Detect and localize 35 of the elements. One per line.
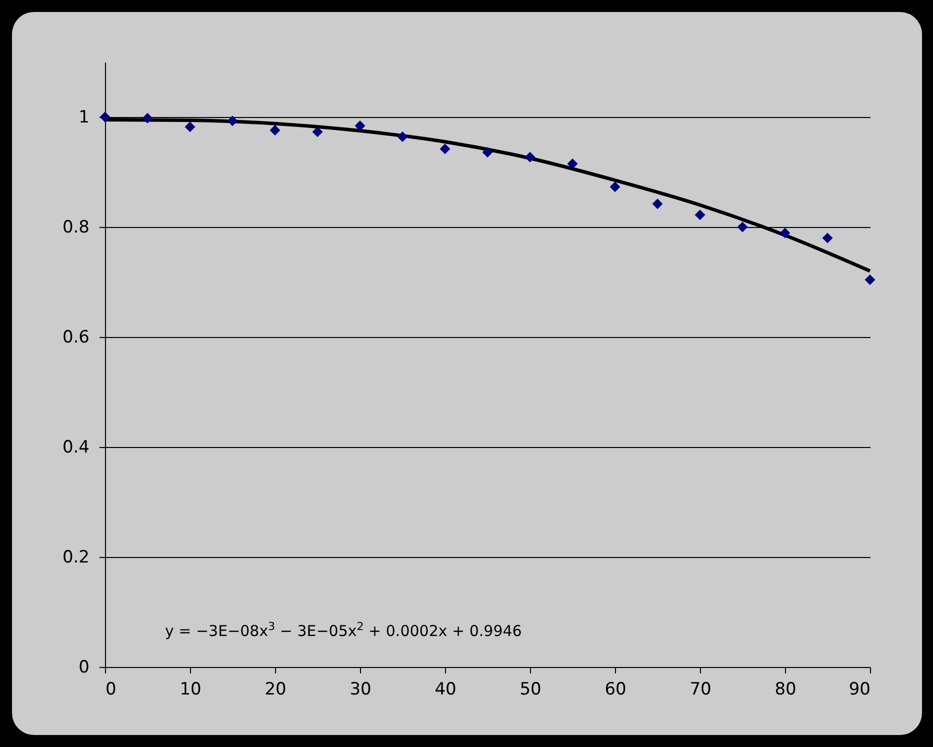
x-tick-label: 20 xyxy=(264,680,286,700)
point xyxy=(694,210,706,220)
point xyxy=(270,124,280,136)
point xyxy=(737,222,748,232)
x-tick-label: 90 xyxy=(848,680,870,700)
y-tick-label: 0.6 xyxy=(62,328,90,348)
point xyxy=(184,122,196,132)
x-tick-label: 10 xyxy=(180,680,202,700)
point xyxy=(864,274,876,286)
point xyxy=(397,132,408,142)
point xyxy=(610,182,620,192)
point xyxy=(822,232,833,244)
x-tick-label: 50 xyxy=(520,680,542,700)
point xyxy=(482,146,493,158)
x-tick-label: 60 xyxy=(604,680,626,700)
point xyxy=(312,126,323,138)
point xyxy=(440,144,450,154)
point xyxy=(524,152,536,162)
point xyxy=(652,198,663,210)
x-tick-label: 30 xyxy=(350,680,372,700)
point xyxy=(142,112,153,124)
x-tick-label: 0 xyxy=(106,680,116,700)
x-tick-label: 70 xyxy=(690,680,712,700)
point xyxy=(227,116,238,126)
annotation: y = −3E−08x$^{3}$ − 3E−05x$^{2}$ + 0.0002x + 0.9946 xyxy=(165,620,522,640)
y-tick-label: 1 xyxy=(78,108,90,128)
point xyxy=(567,158,578,169)
x-tick-label: 80 xyxy=(774,680,796,700)
y-tick-label: 0 xyxy=(78,658,90,678)
point xyxy=(354,120,366,132)
y-tick-label: 0.4 xyxy=(62,438,90,458)
y-tick-label: 0.8 xyxy=(62,218,90,238)
y-tick-label: 0.2 xyxy=(62,548,90,568)
x-tick-label: 40 xyxy=(434,680,456,700)
point xyxy=(780,228,790,238)
